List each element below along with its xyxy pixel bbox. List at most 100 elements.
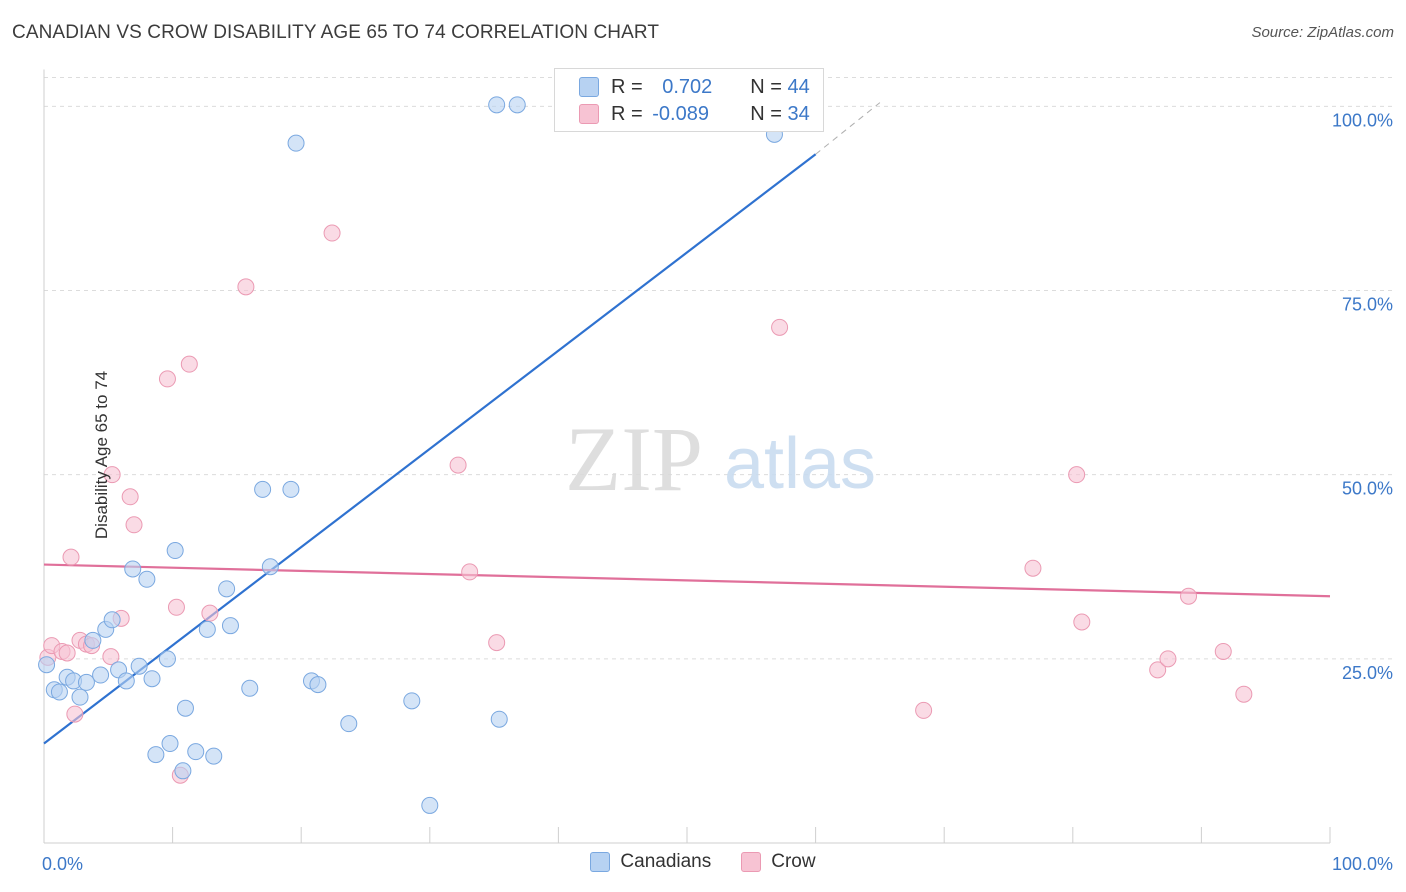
crow-point <box>1149 661 1167 679</box>
canadians-point <box>282 480 300 498</box>
legend-label-crow: Crow <box>771 851 816 872</box>
canadians-point <box>205 747 223 765</box>
crow-point <box>180 355 198 373</box>
crow-point <box>1068 466 1086 484</box>
canadians-point <box>158 650 176 668</box>
legend-n-value: 44 <box>787 75 810 98</box>
trendline-canadians-extension <box>815 102 881 155</box>
crow-point <box>167 598 185 616</box>
legend-swatch-pink <box>741 852 762 872</box>
legend-swatch-blue <box>590 852 611 872</box>
y-axis-label: Disability Age 65 to 74 <box>92 370 112 540</box>
trendline-canadians <box>43 153 817 745</box>
tick-labels: 25.0% 50.0% 75.0% 100.0% 0.0% 100.0% <box>42 110 1393 874</box>
crow-point <box>125 516 143 534</box>
canadians-point <box>92 666 110 684</box>
watermark: ZIP atlas <box>565 408 876 510</box>
legend-r-value: -0.089 <box>652 102 709 125</box>
legend-r-label: R = <box>611 102 649 125</box>
canadians-point <box>77 673 95 691</box>
canadians-point <box>287 134 305 152</box>
legend-row-canadians: R = 0.702 N = 44 <box>579 75 810 99</box>
legend-swatch-pink <box>579 104 599 124</box>
canadians-point <box>130 657 148 675</box>
crow-point <box>237 278 255 296</box>
crow-point <box>323 224 341 242</box>
legend-item-canadians[interactable]: Canadians <box>590 851 711 873</box>
x-tick-label: 100.0% <box>1332 854 1393 874</box>
stats-legend: R = 0.702 N = 44 R = -0.089 N = 34 <box>554 68 824 132</box>
canadians-point <box>176 699 194 717</box>
canadians-point <box>490 710 508 728</box>
watermark-atlas: atlas <box>724 424 876 504</box>
watermark-zip: ZIP <box>565 408 703 510</box>
crow-point <box>103 466 121 484</box>
crow-point <box>1159 650 1177 668</box>
source-label: Source: ZipAtlas.com <box>1251 24 1394 41</box>
canadians-point <box>421 796 439 814</box>
canadians-point <box>138 570 156 588</box>
crow-point <box>158 370 176 388</box>
crow-point <box>915 701 933 719</box>
chart-title: CANADIAN VS CROW DISABILITY AGE 65 TO 74… <box>12 22 660 43</box>
bottom-legend: Canadians Crow <box>0 851 1406 873</box>
y-tick-label: 75.0% <box>1342 295 1393 315</box>
canadians-point <box>124 560 142 578</box>
legend-swatch-blue <box>579 77 599 97</box>
legend-item-crow[interactable]: Crow <box>741 851 816 873</box>
y-tick-label: 100.0% <box>1332 110 1393 130</box>
crow-point <box>58 644 76 662</box>
canadians-point <box>488 96 506 114</box>
legend-row-crow: R = -0.089 N = 34 <box>579 102 810 126</box>
x-tick-label: 0.0% <box>42 854 83 874</box>
canadians-point <box>71 688 89 706</box>
crow-point <box>121 488 139 506</box>
canadians-point <box>403 692 421 710</box>
crow-point <box>62 548 80 566</box>
trendlines <box>43 102 1331 745</box>
gridlines <box>44 77 1392 660</box>
canadians-point <box>117 672 135 690</box>
legend-label-canadians: Canadians <box>620 851 712 872</box>
canadians-point <box>261 558 279 576</box>
y-tick-label: 50.0% <box>1342 479 1393 499</box>
canadians-point <box>221 617 239 635</box>
crow-point <box>102 648 120 666</box>
crow-point <box>771 318 789 336</box>
trendline-crow <box>43 563 1331 598</box>
y-tick-label: 25.0% <box>1342 663 1393 683</box>
canadians-point <box>198 620 216 638</box>
crow-point <box>1073 613 1091 631</box>
legend-r-value: 0.702 <box>662 75 713 98</box>
canadians-point <box>147 746 165 764</box>
canadians-point <box>218 580 236 598</box>
crow-point <box>1180 587 1198 605</box>
crow-point <box>66 705 84 723</box>
crow-point <box>201 604 219 622</box>
canadians-point <box>103 611 121 629</box>
canadians-point <box>187 743 205 761</box>
canadians-point <box>309 676 327 694</box>
canadians-point <box>166 542 184 560</box>
crow-point <box>488 634 506 652</box>
canadians-point <box>84 631 102 649</box>
canadians-point <box>508 96 526 114</box>
axes <box>43 69 1331 844</box>
crow-point <box>1024 559 1042 577</box>
crow-point <box>449 456 467 474</box>
crow-point <box>1235 685 1253 703</box>
crow-point <box>1214 642 1232 660</box>
legend-r-label: R = <box>611 75 649 98</box>
canadians-point <box>340 715 358 733</box>
canadians-point <box>241 679 259 697</box>
crow-point <box>461 563 479 581</box>
canadians-point <box>174 762 192 780</box>
canadians-point <box>143 670 161 688</box>
canadians-point <box>254 480 272 498</box>
legend-n-label: N = <box>750 102 788 125</box>
legend-n-value: 34 <box>787 102 810 125</box>
legend-n-label: N = <box>750 75 788 98</box>
canadians-point <box>161 735 179 753</box>
canadians-point <box>50 683 68 701</box>
